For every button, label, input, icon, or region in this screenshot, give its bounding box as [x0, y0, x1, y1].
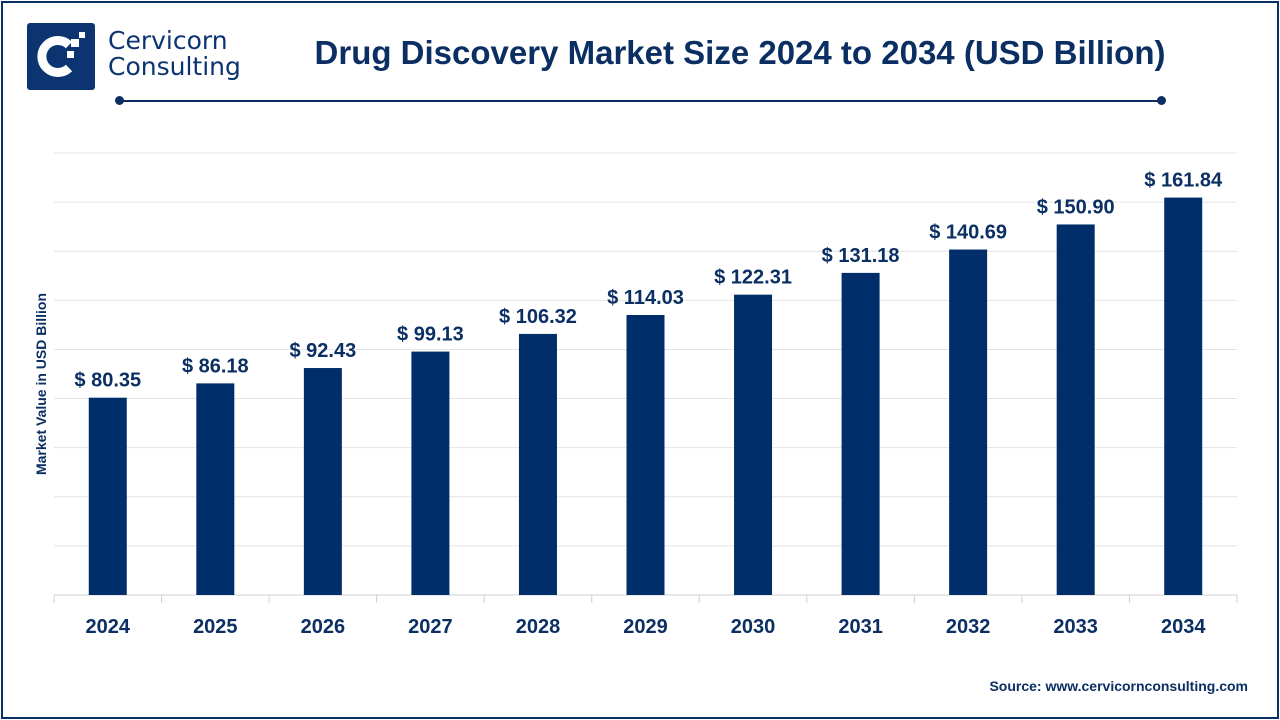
- bar-2034: [1164, 197, 1203, 595]
- bar-2028: [518, 333, 557, 595]
- x-tick-label-2034: 2034: [1161, 616, 1206, 638]
- data-label-2028: $ 106.32: [499, 306, 577, 328]
- bar-2026: [303, 368, 342, 595]
- bar-2027: [411, 351, 450, 595]
- x-tick-label-2024: 2024: [86, 616, 131, 638]
- x-tick-label-2028: 2028: [516, 616, 561, 638]
- data-label-2027: $ 99.13: [397, 324, 464, 346]
- bar-2031: [841, 272, 880, 595]
- cervicorn-logo-icon: [27, 23, 95, 90]
- brand-line1: Cervicorn: [108, 26, 228, 55]
- source-note: Source: www.cervicornconsulting.com: [989, 678, 1248, 694]
- bar-2024: [88, 397, 127, 595]
- data-label-2031: $ 131.18: [822, 245, 900, 267]
- brand-name: Cervicorn Consulting: [108, 28, 241, 80]
- data-label-2034: $ 161.84: [1144, 170, 1223, 192]
- bar-2033: [1056, 224, 1095, 595]
- x-tick-label-2029: 2029: [623, 616, 668, 638]
- chart-title: Drug Discovery Market Size 2024 to 2034 …: [314, 34, 1166, 71]
- bar-2029: [626, 314, 665, 595]
- data-label-2033: $ 150.90: [1037, 196, 1115, 218]
- x-tick-label-2031: 2031: [838, 616, 883, 638]
- brand-line2: Consulting: [108, 52, 241, 81]
- x-tick-label-2030: 2030: [731, 616, 776, 638]
- data-label-2025: $ 86.18: [182, 355, 249, 377]
- x-tick-label-2027: 2027: [408, 616, 453, 638]
- bar-2025: [196, 383, 235, 595]
- bar-2030: [734, 294, 773, 595]
- x-tick-label-2025: 2025: [193, 616, 238, 638]
- data-label-2030: $ 122.31: [714, 267, 792, 289]
- x-tick-label-2033: 2033: [1053, 616, 1098, 638]
- bar-2032: [949, 249, 988, 595]
- data-label-2024: $ 80.35: [74, 370, 141, 392]
- x-tick-label-2026: 2026: [301, 616, 346, 638]
- divider-dot-left: [115, 96, 124, 105]
- data-label-2032: $ 140.69: [929, 222, 1007, 244]
- title-divider: [119, 100, 1162, 102]
- x-tick-label-2032: 2032: [946, 616, 991, 638]
- divider-dot-right: [1157, 96, 1166, 105]
- data-label-2026: $ 92.43: [289, 340, 356, 362]
- data-label-2029: $ 114.03: [607, 287, 684, 309]
